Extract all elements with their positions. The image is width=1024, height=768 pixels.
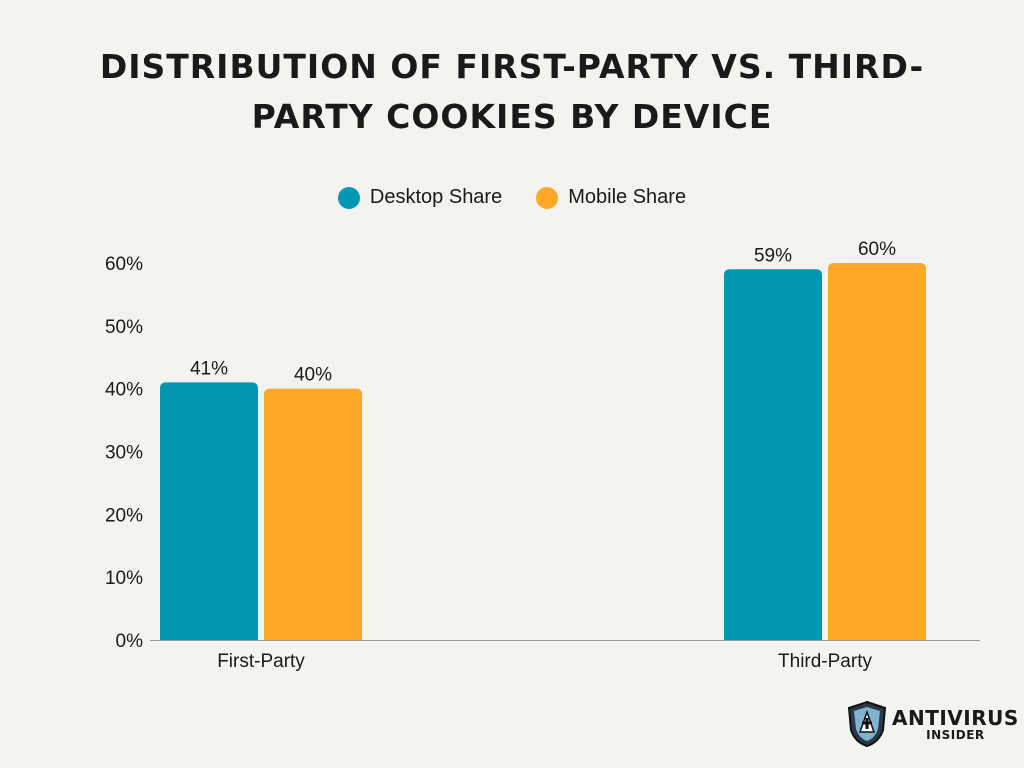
data-label: 40% — [294, 365, 332, 386]
x-tick-label: First-Party — [217, 651, 305, 672]
bar-desktop — [724, 269, 822, 640]
legend-swatch-mobile — [536, 186, 559, 209]
x-tick-label: Third-Party — [778, 651, 872, 672]
y-tick-label: 60% — [105, 254, 143, 275]
y-tick-label: 20% — [105, 505, 143, 526]
logo-text-line1: ANTIVIRUS — [892, 705, 1019, 730]
bar-mobile — [828, 263, 926, 640]
antivirus-insider-logo: ANTIVIRUS INSIDER — [846, 700, 1019, 748]
legend-label-desktop: Desktop Share — [369, 186, 503, 208]
shield-icon — [847, 700, 887, 748]
y-tick-label: 30% — [105, 443, 143, 464]
bar-desktop — [160, 382, 258, 640]
y-tick-label: 0% — [116, 631, 144, 652]
legend-label-mobile: Mobile Share — [568, 186, 687, 208]
logo-text-line2: INSIDER — [926, 727, 985, 742]
data-label: 41% — [190, 358, 228, 379]
legend-swatch-desktop — [337, 186, 360, 209]
bar-mobile — [264, 388, 362, 640]
legend: Desktop Share Mobile Share — [0, 186, 1024, 209]
legend-item-mobile: Mobile Share — [536, 186, 686, 209]
y-tick-label: 50% — [105, 317, 143, 338]
y-tick-label: 40% — [105, 380, 143, 401]
y-tick-label: 10% — [105, 568, 143, 589]
data-label: 59% — [754, 245, 792, 266]
chart-title: Distribution of First-Party vs. Third-Pa… — [99, 47, 925, 136]
legend-item-desktop: Desktop Share — [337, 186, 503, 209]
data-label: 60% — [858, 239, 896, 260]
